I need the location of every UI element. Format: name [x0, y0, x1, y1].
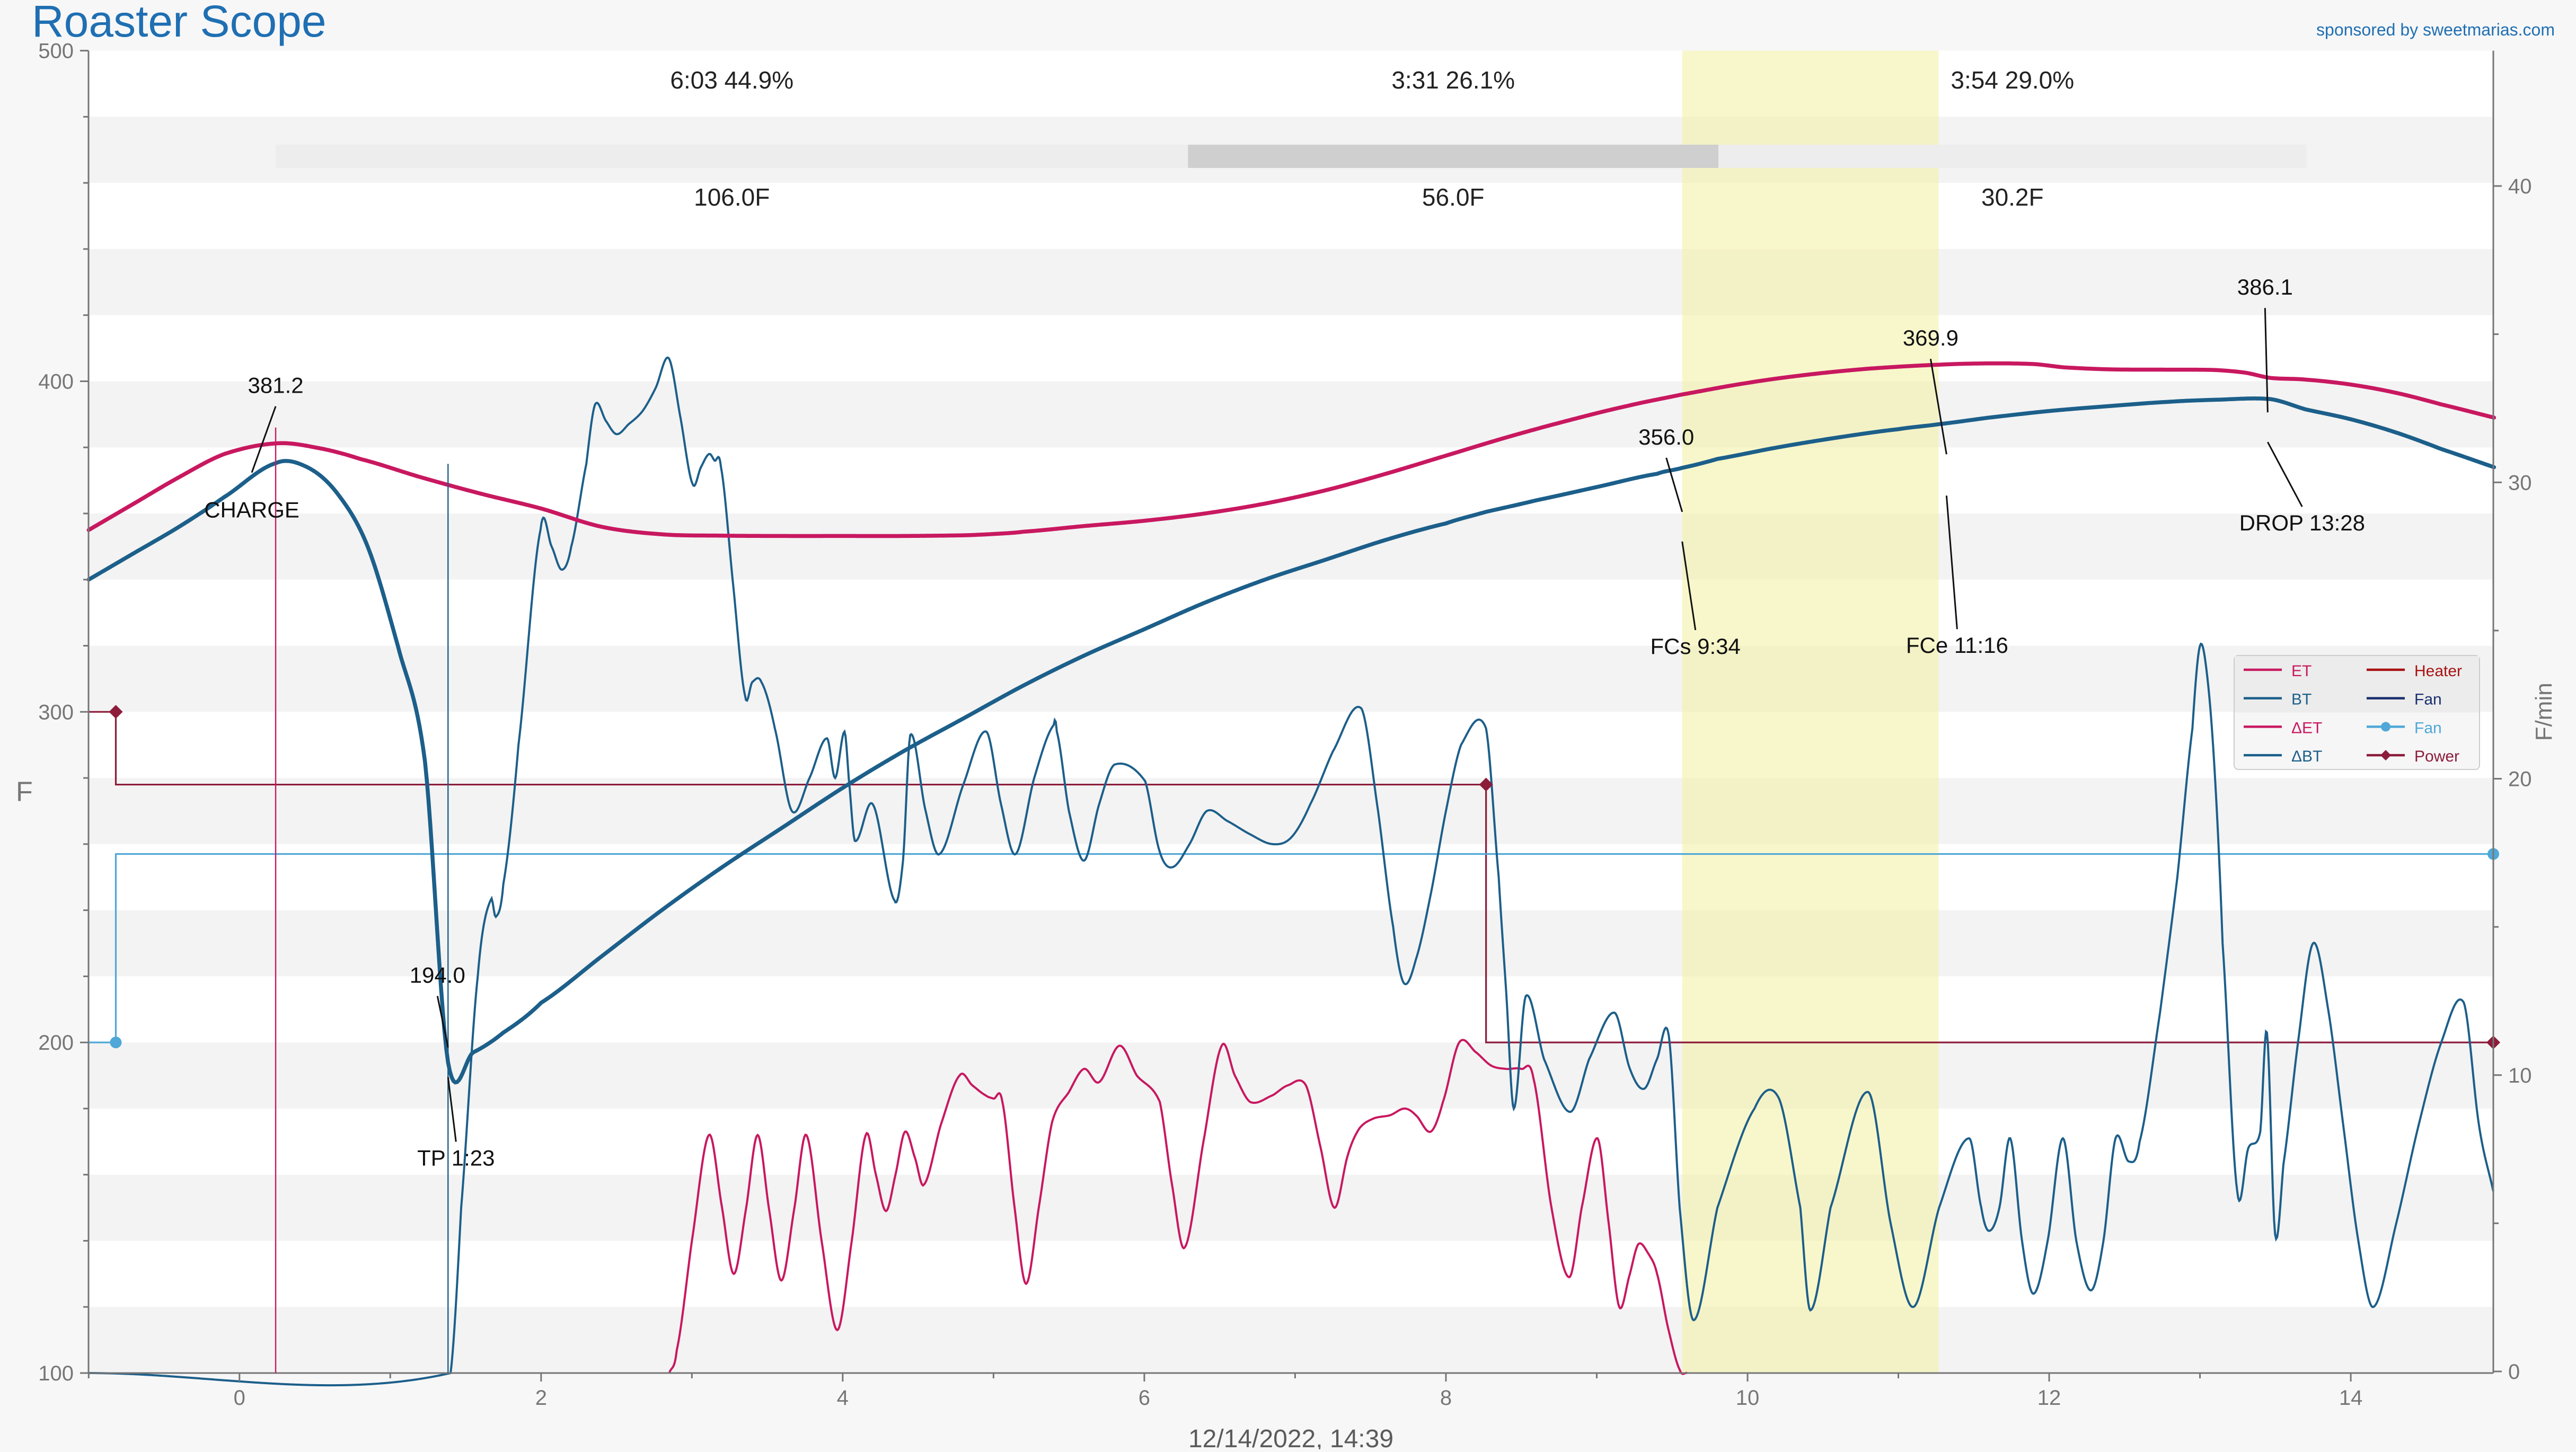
svg-text:30: 30 — [2508, 471, 2532, 494]
svg-text:FCe 11:16: FCe 11:16 — [1906, 633, 2008, 658]
svg-text:10: 10 — [2508, 1064, 2532, 1087]
svg-text:2: 2 — [535, 1386, 547, 1410]
svg-text:100: 100 — [38, 1362, 74, 1385]
svg-text:12: 12 — [2037, 1386, 2061, 1410]
svg-text:F: F — [16, 777, 33, 808]
svg-text:8: 8 — [1440, 1386, 1452, 1410]
svg-text:ΔET: ΔET — [2291, 719, 2322, 737]
svg-text:Heater: Heater — [2414, 662, 2462, 680]
svg-text:4: 4 — [837, 1386, 849, 1410]
svg-text:DROP 13:28: DROP 13:28 — [2239, 510, 2365, 535]
svg-text:ET: ET — [2291, 662, 2312, 680]
svg-text:6: 6 — [1139, 1386, 1150, 1410]
svg-text:6:03 44.9%: 6:03 44.9% — [670, 66, 793, 94]
svg-text:FCs 9:34: FCs 9:34 — [1651, 634, 1741, 659]
svg-text:194.0: 194.0 — [410, 963, 465, 988]
svg-text:ΔBT: ΔBT — [2291, 748, 2322, 765]
svg-text:300: 300 — [38, 701, 74, 724]
svg-text:56.0F: 56.0F — [1422, 183, 1485, 211]
svg-text:3:54 29.0%: 3:54 29.0% — [1951, 66, 2074, 94]
svg-text:30.2F: 30.2F — [1981, 183, 2044, 211]
svg-text:F/min: F/min — [2531, 683, 2557, 741]
svg-text:Fan: Fan — [2414, 691, 2442, 709]
svg-text:400: 400 — [38, 370, 74, 393]
svg-text:10: 10 — [1736, 1386, 1760, 1410]
svg-text:200: 200 — [38, 1031, 74, 1055]
svg-text:14: 14 — [2339, 1386, 2363, 1410]
svg-text:0: 0 — [234, 1386, 245, 1410]
svg-text:381.2: 381.2 — [248, 373, 304, 398]
svg-text:12/14/2022, 14:39: 12/14/2022, 14:39 — [1188, 1425, 1393, 1449]
svg-text:3:31 26.1%: 3:31 26.1% — [1391, 66, 1515, 94]
svg-text:CHARGE: CHARGE — [204, 498, 299, 523]
svg-text:106.0F: 106.0F — [694, 183, 770, 211]
svg-text:20: 20 — [2508, 768, 2532, 791]
svg-text:BT: BT — [2291, 691, 2312, 709]
svg-text:Power: Power — [2414, 748, 2459, 765]
svg-text:369.9: 369.9 — [1903, 325, 1959, 350]
svg-text:TP 1:23: TP 1:23 — [417, 1146, 495, 1171]
svg-text:Fan: Fan — [2414, 719, 2442, 737]
svg-text:0: 0 — [2508, 1360, 2520, 1384]
svg-text:386.1: 386.1 — [2237, 275, 2293, 299]
svg-text:356.0: 356.0 — [1638, 424, 1694, 449]
svg-text:40: 40 — [2508, 175, 2532, 198]
